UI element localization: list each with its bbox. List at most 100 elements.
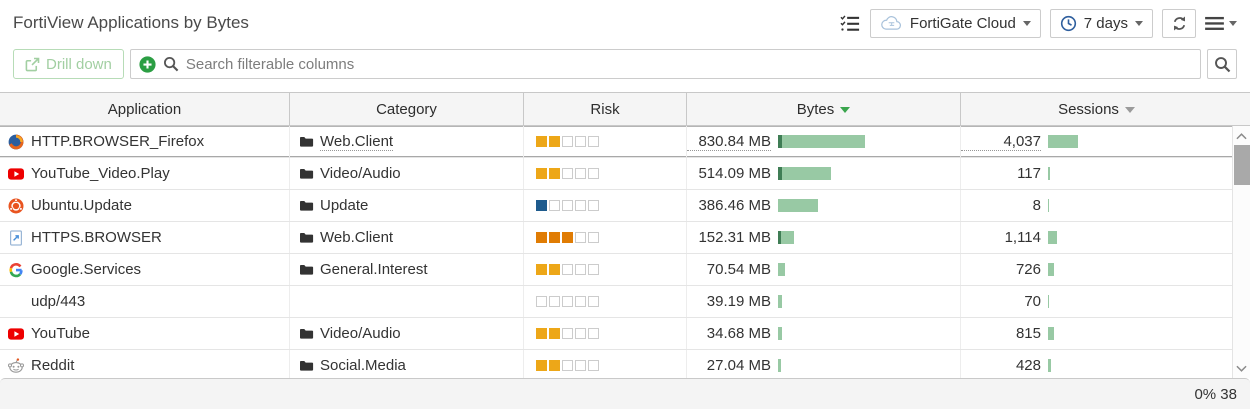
chevron-down-icon <box>1229 20 1237 26</box>
risk-square <box>588 168 599 179</box>
application-name: YouTube_Video.Play <box>31 165 170 182</box>
risk-square <box>575 232 586 243</box>
device-dropdown[interactable]: FortiGate Cloud <box>869 8 1041 38</box>
sessions-value[interactable]: 815 <box>1015 325 1041 342</box>
scroll-up-icon[interactable] <box>1233 128 1250 144</box>
folder-icon <box>299 359 314 372</box>
risk-meter <box>523 318 686 349</box>
category-name[interactable]: Video/Audio <box>320 165 401 182</box>
menu-button[interactable] <box>1205 15 1237 31</box>
bytes-bar <box>778 359 781 372</box>
risk-square <box>562 264 573 275</box>
risk-meter <box>523 222 686 253</box>
filter-search-input[interactable] <box>185 55 1192 73</box>
risk-meter <box>523 286 686 317</box>
risk-square <box>588 360 599 371</box>
column-header-sessions[interactable]: Sessions <box>960 93 1232 125</box>
refresh-button[interactable] <box>1162 8 1196 38</box>
hamburger-icon <box>1205 16 1224 31</box>
sessions-bar <box>1048 263 1054 276</box>
bytes-value[interactable]: 27.04 MB <box>706 357 771 374</box>
scroll-down-icon[interactable] <box>1233 360 1250 376</box>
risk-square <box>562 296 573 307</box>
drill-down-button[interactable]: Drill down <box>13 49 124 79</box>
column-settings-icon[interactable] <box>839 13 861 33</box>
risk-square <box>536 136 547 147</box>
column-header-bytes[interactable]: Bytes <box>686 93 960 125</box>
bytes-bar <box>778 263 785 276</box>
filter-search-box[interactable] <box>129 49 1201 79</box>
application-icon <box>8 326 24 342</box>
sessions-bar <box>1048 167 1050 180</box>
sessions-value[interactable]: 117 <box>1017 165 1041 182</box>
risk-square <box>575 264 586 275</box>
risk-square <box>549 136 560 147</box>
sessions-value[interactable]: 726 <box>1015 261 1041 278</box>
bytes-bar <box>778 199 818 212</box>
bytes-value[interactable]: 34.68 MB <box>706 325 771 342</box>
drill-down-label: Drill down <box>46 55 112 73</box>
application-name: Ubuntu.Update <box>31 197 132 214</box>
bytes-value[interactable]: 152.31 MB <box>698 229 771 246</box>
table-body-wrap: HTTP.BROWSER_Firefox Web.Client 830.84 M… <box>0 126 1250 378</box>
scrollbar-thumb[interactable] <box>1234 145 1250 185</box>
bytes-value[interactable]: 386.46 MB <box>698 197 771 214</box>
bytes-value[interactable]: 514.09 MB <box>698 165 771 182</box>
risk-meter <box>523 126 686 157</box>
table-row[interactable]: Ubuntu.Update Update 386.46 MB 8 <box>0 190 1232 222</box>
column-header-application[interactable]: Application <box>107 100 182 118</box>
risk-square <box>588 200 599 211</box>
sessions-value[interactable]: 1,114 <box>1004 229 1041 246</box>
table-row[interactable]: YouTube Video/Audio 34.68 MB 815 <box>0 318 1232 350</box>
sessions-value[interactable]: 428 <box>1015 357 1041 374</box>
category-name[interactable]: Web.Client <box>320 132 394 151</box>
application-name: HTTPS.BROWSER <box>31 229 162 246</box>
risk-square <box>588 264 599 275</box>
bytes-value[interactable]: 70.54 MB <box>706 261 771 278</box>
application-icon <box>8 358 24 374</box>
table-row[interactable]: Reddit Social.Media 27.04 MB 428 <box>0 350 1232 378</box>
bytes-bar <box>778 167 831 180</box>
sessions-bar <box>1048 359 1051 372</box>
risk-square <box>536 232 547 243</box>
column-header-risk[interactable]: Risk <box>523 93 686 125</box>
sort-desc-icon <box>1124 107 1135 113</box>
application-name: HTTP.BROWSER_Firefox <box>31 133 205 150</box>
bytes-value[interactable]: 830.84 MB <box>687 133 771 151</box>
table-row[interactable]: HTTP.BROWSER_Firefox Web.Client 830.84 M… <box>0 126 1232 158</box>
risk-square <box>588 296 599 307</box>
category-name[interactable]: Web.Client <box>320 229 394 246</box>
table-row[interactable]: udp/443 39.19 MB 70 <box>0 286 1232 318</box>
sessions-value[interactable]: 8 <box>1032 197 1041 214</box>
add-filter-icon[interactable] <box>139 56 156 73</box>
risk-square <box>549 360 560 371</box>
application-icon <box>8 262 24 278</box>
risk-square <box>575 360 586 371</box>
folder-icon <box>299 199 314 212</box>
risk-square <box>562 360 573 371</box>
category-name[interactable]: Update <box>320 197 369 214</box>
cloud-icon <box>880 15 903 31</box>
sessions-value[interactable]: 4,037 <box>961 133 1041 151</box>
risk-square <box>575 200 586 211</box>
bytes-bar <box>778 135 865 148</box>
category-name[interactable]: Video/Audio <box>320 325 401 342</box>
status-text: 0% 38 <box>1194 385 1237 403</box>
table-row[interactable]: Google.Services General.Interest 70.54 M… <box>0 254 1232 286</box>
sessions-value[interactable]: 70 <box>1024 293 1041 310</box>
search-icon <box>163 56 179 72</box>
bytes-value[interactable]: 39.19 MB <box>706 293 771 310</box>
category-name[interactable]: General.Interest <box>320 261 428 278</box>
folder-icon <box>299 327 314 340</box>
column-header-category[interactable]: Category <box>289 93 523 125</box>
table-row[interactable]: HTTPS.BROWSER Web.Client 152.31 MB 1,114 <box>0 222 1232 254</box>
category-name[interactable]: Social.Media <box>320 357 406 374</box>
filter-toolbar: Drill down <box>0 46 1250 92</box>
table-row[interactable]: YouTube_Video.Play Video/Audio 514.09 MB… <box>0 158 1232 190</box>
time-range-dropdown[interactable]: 7 days <box>1049 8 1153 38</box>
bytes-bar <box>778 231 794 244</box>
vertical-scrollbar[interactable] <box>1232 126 1250 378</box>
sort-desc-icon <box>840 107 851 113</box>
risk-square <box>588 232 599 243</box>
search-button[interactable] <box>1207 49 1237 79</box>
